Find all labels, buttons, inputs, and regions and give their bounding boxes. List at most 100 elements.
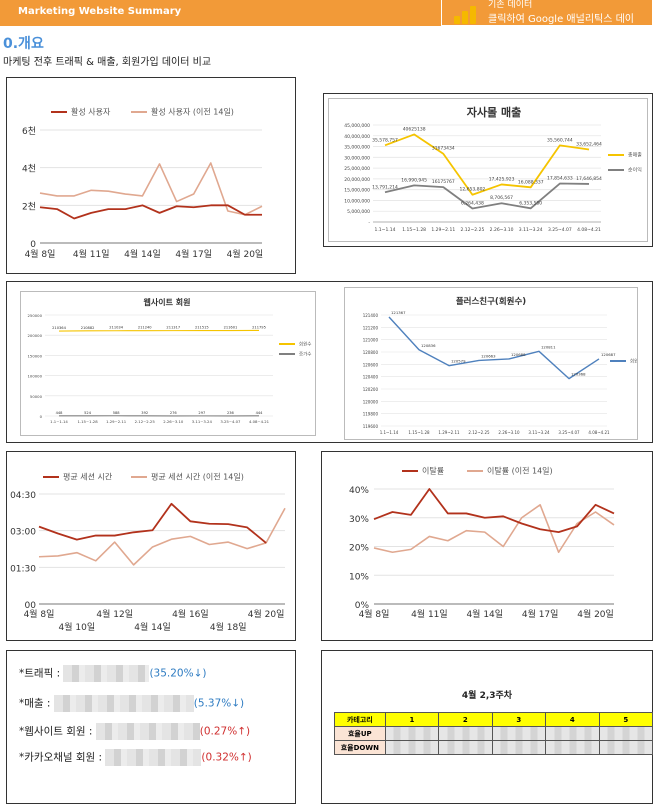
data-label: 31673434 bbox=[432, 146, 455, 152]
x-tick-label: 3.11~3.24 bbox=[519, 227, 543, 233]
x-tick-label: 1.1~1.14 bbox=[375, 227, 396, 233]
series-previous-line bbox=[39, 162, 263, 216]
y-tick-label: 10% bbox=[349, 572, 369, 582]
data-label: 40625138 bbox=[403, 126, 426, 132]
redacted-value bbox=[63, 665, 150, 682]
data-label: 33,652,464 bbox=[576, 141, 602, 147]
chart-title: 플러스친구(회원수) bbox=[456, 296, 526, 307]
redacted-cell bbox=[598, 740, 653, 755]
data-label: 211601 bbox=[224, 326, 238, 330]
y-tick-label: 40,000,000 bbox=[344, 134, 370, 140]
x-tick-label: 4월 11일 bbox=[411, 608, 448, 620]
data-label: 13,791,214 bbox=[372, 184, 398, 190]
data-label: 35,578,757 bbox=[372, 137, 398, 143]
data-label: 211317 bbox=[166, 326, 180, 330]
plus-friends-chart: 플러스친구(회원수) 119600 119800 120000 120200 120400… bbox=[363, 296, 643, 435]
data-label: 17,646,854 bbox=[576, 176, 602, 182]
data-label: 524 bbox=[84, 411, 92, 415]
x-tick-label: 4월 14일 bbox=[124, 248, 161, 260]
x-tick-label: 4월 18일 bbox=[210, 621, 247, 633]
redacted-cell bbox=[384, 726, 440, 741]
x-tick-label: 3.25~4.07 bbox=[558, 430, 580, 435]
x-tick-label: 4월 10일 bbox=[59, 621, 96, 633]
bounce-rate-chart: 0% 10% 20% 30% 40% 4월 8일 4월 11일 4월 14일 4월 17일 4월 … bbox=[349, 466, 615, 620]
series-line-0 bbox=[388, 316, 600, 380]
data-label: 211515 bbox=[195, 326, 209, 330]
traffic-change: (35.20%↓) bbox=[149, 667, 207, 680]
data-label: 120368 bbox=[571, 372, 586, 377]
web-label: *웹사이트 회원 : bbox=[19, 725, 96, 738]
series-current-line bbox=[39, 204, 262, 220]
y-tick-label: 0 bbox=[40, 414, 43, 419]
y-tick-label: 119600 bbox=[363, 424, 379, 429]
weekly-title: 4월 2,3주차 bbox=[461, 691, 513, 701]
y-tick-label: 0% bbox=[355, 601, 370, 611]
website-member-summary: *웹사이트 회원 : (0.27%↑) bbox=[19, 723, 250, 740]
chart-title: 자사몰 매출 bbox=[467, 105, 521, 119]
data-label: 211795 bbox=[252, 325, 266, 329]
series-previous-line bbox=[373, 504, 615, 554]
x-tick-label: 3.25~4.07 bbox=[220, 419, 241, 424]
y-tick-label: 50000 bbox=[30, 394, 43, 399]
data-label: 16,990,945 bbox=[401, 177, 427, 183]
traffic-summary: *트래픽 : (35.20%↓) bbox=[19, 665, 206, 682]
x-tick-label: 4월 12일 bbox=[96, 608, 133, 620]
row-label: 효율DOWN bbox=[334, 740, 386, 755]
x-tick-label: 4월 17일 bbox=[522, 608, 559, 620]
x-tick-label: 2.26~3.10 bbox=[498, 430, 520, 435]
redacted-cell bbox=[491, 740, 547, 755]
x-tick-label: 1.15~1.28 bbox=[402, 227, 426, 233]
table-header-cell: 4 bbox=[545, 712, 600, 727]
series-line-0 bbox=[384, 133, 590, 196]
y-tick-label: 120200 bbox=[363, 387, 379, 392]
redacted-cell bbox=[545, 740, 600, 755]
x-tick-label: 2.12~2.25 bbox=[461, 227, 485, 233]
data-label: 211240 bbox=[138, 326, 152, 330]
active-users-panel: 0 2천 4천 6천 4월 8일 4월 11일 4월 14일 4월 17일 4월 20일 활성 사… bbox=[6, 77, 296, 274]
y-tick-label: 4천 bbox=[22, 164, 36, 175]
active-users-chart: 0 2천 4천 6천 4월 8일 4월 11일 4월 14일 4월 17일 4월 20일 활성 사… bbox=[22, 107, 264, 260]
ga-prompt-line1: 기존 데이터 bbox=[488, 0, 533, 10]
series-current-line bbox=[373, 488, 615, 534]
web-change: (0.27%↑) bbox=[199, 725, 251, 738]
series-line-1 bbox=[384, 182, 590, 210]
store-sales-panel: 자사몰 매출 - 5,000,000 10,000,000 15,000,000 20,0… bbox=[323, 93, 653, 247]
legend-label: 회원수 bbox=[630, 358, 637, 365]
members-panel: 웹사이트 회원 0 50000 100000 150000 200000 250000 1.1… bbox=[6, 281, 653, 443]
y-tick-label: 120000 bbox=[363, 399, 379, 404]
section-subtitle: 마케팅 전후 트래픽 & 매출, 회원가입 데이터 비교 bbox=[3, 57, 212, 68]
legend-label: 활성 사용자 bbox=[71, 107, 111, 117]
data-label: 236 bbox=[227, 411, 235, 415]
data-label: 276 bbox=[170, 411, 178, 415]
bounce-rate-panel: 0% 10% 20% 30% 40% 4월 8일 4월 11일 4월 14일 4월 17일 4월 … bbox=[321, 451, 653, 641]
x-tick-label: 1.1~1.14 bbox=[50, 419, 68, 424]
data-label: 6,264,438 bbox=[461, 200, 484, 206]
legend-label: 순이익 bbox=[628, 167, 642, 174]
kakao-member-summary: *카카오채널 회원 : (0.32%↑) bbox=[19, 749, 252, 766]
x-tick-label: 1.15~1.28 bbox=[408, 430, 430, 435]
x-tick-label: 2.12~2.25 bbox=[468, 430, 490, 435]
ga-prompt-line2[interactable]: 클릭하여 Google 애널리틱스 데이 bbox=[488, 14, 634, 25]
legend-label: 평균 세션 시간 bbox=[63, 472, 113, 482]
chart-title: 웹사이트 회원 bbox=[144, 297, 191, 307]
x-tick-label: 4월 16일 bbox=[172, 608, 209, 620]
legend-label: 총매출 bbox=[628, 152, 642, 159]
x-tick-label: 1.1~1.14 bbox=[380, 430, 399, 435]
y-tick-label: 200000 bbox=[28, 333, 43, 338]
data-label: 17,854,633 bbox=[547, 176, 573, 182]
x-tick-label: 1.29~2.11 bbox=[106, 419, 127, 424]
x-tick-label: 4월 20일 bbox=[227, 248, 264, 260]
redacted-cell bbox=[598, 726, 653, 741]
data-label: 8,706,567 bbox=[490, 195, 513, 201]
y-tick-label: 121000 bbox=[363, 338, 379, 343]
x-tick-label: 4월 11일 bbox=[73, 248, 110, 260]
data-label: 16175767 bbox=[432, 179, 455, 185]
x-tick-label: 4.08~4.21 bbox=[588, 430, 610, 435]
table-row: 효율DOWN bbox=[334, 740, 653, 755]
redacted-cell bbox=[491, 726, 547, 741]
y-tick-label: 45,000,000 bbox=[344, 123, 370, 129]
data-label: 120579 bbox=[451, 359, 466, 364]
data-label: 392 bbox=[141, 411, 148, 415]
kakao-change: (0.32%↑) bbox=[201, 751, 252, 764]
google-analytics-prompt[interactable]: 기존 데이터 클릭하여 Google 애널리틱스 데이 bbox=[441, 0, 653, 26]
